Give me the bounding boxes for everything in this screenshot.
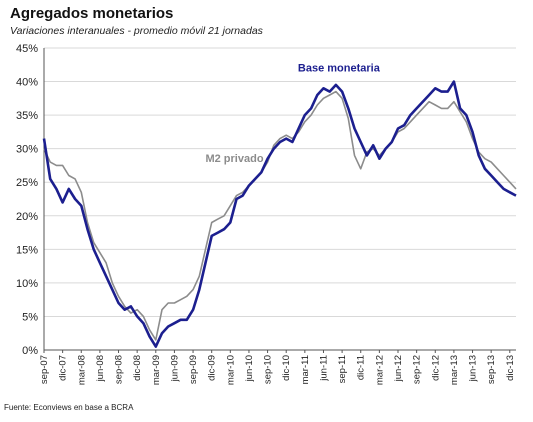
x-tick-label: dic-08 — [132, 355, 143, 381]
x-tick-label: sep-12 — [412, 355, 423, 384]
x-tick-label: mar-11 — [300, 355, 311, 384]
y-tick-label: 25% — [16, 177, 38, 189]
x-tick-label: dic-09 — [207, 355, 218, 381]
x-tick-label: mar-12 — [374, 355, 385, 385]
y-tick-label: 10% — [16, 278, 38, 290]
source-note: Fuente: Econviews en base a BCRA — [4, 403, 134, 412]
x-tick-label: dic-13 — [505, 355, 516, 381]
chart-subtitle: Variaciones interanuales - promedio móvi… — [10, 25, 263, 37]
x-tick-label: dic-10 — [281, 355, 292, 381]
x-tick-label: jun-10 — [244, 355, 255, 382]
x-tick-label: jun-08 — [95, 355, 106, 382]
x-tick-label: mar-10 — [225, 355, 236, 385]
series-label-base-monetaria: Base monetaria — [298, 62, 381, 74]
x-tick-label: sep-11 — [337, 355, 348, 383]
x-tick-label: dic-11 — [356, 355, 367, 380]
chart-title: Agregados monetarios — [10, 5, 174, 22]
y-tick-label: 5% — [22, 311, 38, 323]
y-tick-label: 30% — [16, 144, 38, 156]
x-tick-label: jun-13 — [468, 355, 479, 382]
x-axis: sep-07 dic-07 mar-08 jun-08 sep-08 dic-08 mar-… — [39, 349, 516, 385]
x-tick-label: mar-13 — [449, 355, 460, 385]
x-tick-label: sep-10 — [263, 355, 274, 384]
y-tick-label: 0% — [22, 345, 38, 357]
grid-lines — [44, 47, 516, 317]
x-tick-label: dic-12 — [430, 355, 441, 381]
x-tick-label: sep-08 — [114, 355, 125, 384]
x-tick-label: sep-09 — [188, 355, 199, 384]
series-lines — [42, 80, 517, 348]
x-tick-label: dic-07 — [58, 355, 69, 381]
x-tick-label: mar-08 — [76, 355, 87, 385]
x-tick-label: jun-11 — [318, 355, 329, 382]
y-tick-label: 15% — [16, 244, 38, 256]
y-tick-label: 20% — [16, 211, 38, 223]
y-tick-label: 40% — [16, 77, 38, 89]
y-axis: 0% 5% 10% 15% 20% 25% 30% 35% 40% 45% — [16, 43, 45, 357]
x-tick-label: sep-07 — [39, 355, 50, 384]
x-tick-label: jun-09 — [169, 355, 180, 382]
series-line-m2-privado — [43, 90, 517, 341]
x-tick-label: sep-13 — [486, 355, 497, 384]
series-line-base-monetaria — [42, 80, 517, 348]
y-tick-label: 45% — [16, 43, 38, 55]
y-tick-label: 35% — [16, 110, 38, 122]
x-tick-label: jun-12 — [393, 355, 404, 382]
x-tick-label: mar-09 — [151, 355, 162, 385]
series-label-m2-privado: M2 privado — [205, 153, 263, 165]
